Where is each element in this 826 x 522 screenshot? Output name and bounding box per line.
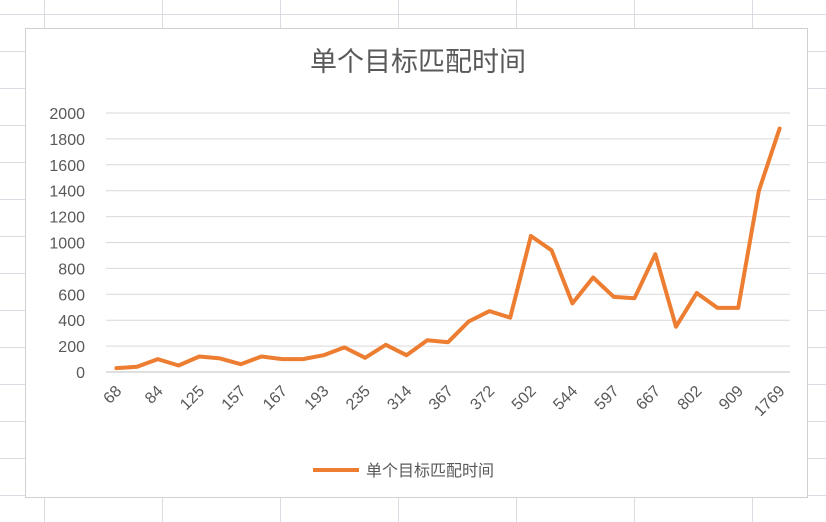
- x-tick-label: 125: [177, 383, 208, 414]
- chart-area: 单个目标匹配时间 0 200 400 600 800 1000 1200 1400 1600 18…: [25, 28, 808, 498]
- line-chart: 单个目标匹配时间 0 200 400 600 800 1000 1200 1400 1600 18…: [26, 29, 809, 499]
- x-tick-label: 372: [467, 383, 498, 414]
- y-tick-label: 200: [58, 339, 85, 356]
- legend-label: 单个目标匹配时间: [366, 461, 494, 480]
- y-tick-label: 1600: [49, 158, 85, 175]
- legend: 单个目标匹配时间: [313, 461, 494, 480]
- y-tick-label: 800: [58, 261, 85, 278]
- x-tick-label: 314: [384, 383, 415, 414]
- x-tick-label: 235: [343, 383, 374, 414]
- x-tick-label: 802: [675, 383, 706, 414]
- x-tick-label: 84: [142, 383, 167, 408]
- y-tick-label: 0: [76, 365, 85, 382]
- y-tick-label: 1800: [49, 132, 85, 149]
- x-tick-label: 502: [509, 383, 540, 414]
- x-tick-label: 367: [426, 383, 457, 414]
- y-tick-label: 600: [58, 287, 85, 304]
- x-tick-label: 167: [260, 383, 291, 414]
- y-tick-label: 1000: [49, 236, 85, 253]
- x-tick-label: 597: [592, 383, 623, 414]
- x-tick-label: 667: [633, 383, 664, 414]
- x-tick-label: 1769: [751, 383, 788, 420]
- x-tick-label: 544: [550, 383, 581, 414]
- y-tick-label: 2000: [49, 106, 85, 123]
- x-tick-label: 68: [101, 383, 126, 408]
- y-tick-label: 1200: [49, 210, 85, 227]
- y-tick-label: 400: [58, 313, 85, 330]
- x-tick-label: 909: [716, 383, 747, 414]
- x-tick-label: 193: [302, 383, 333, 414]
- x-tick-label: 157: [219, 383, 250, 414]
- chart-title: 单个目标匹配时间: [310, 47, 526, 78]
- y-tick-label: 1400: [49, 184, 85, 201]
